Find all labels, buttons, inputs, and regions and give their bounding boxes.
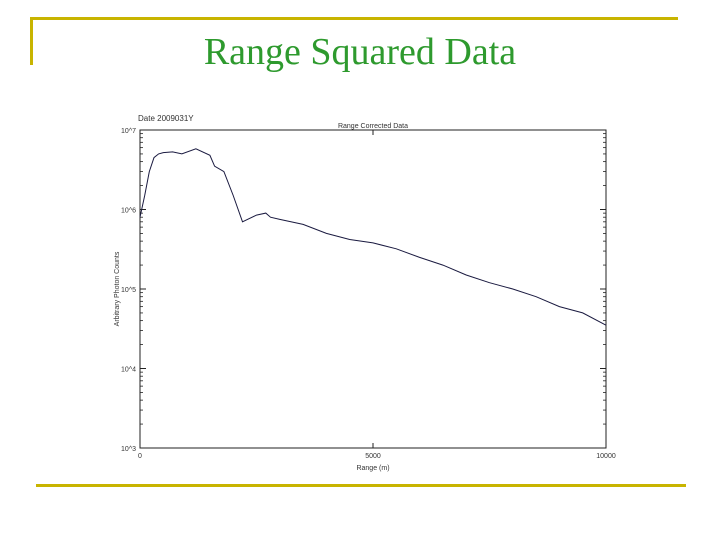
y-axis-label: Arbitrary Photon Counts — [114, 251, 121, 326]
slide-title: Range Squared Data — [203, 31, 517, 73]
bottom-rule — [36, 484, 686, 487]
x-tick-label: 10000 — [596, 453, 616, 460]
plot-frame — [139, 129, 607, 449]
chart-date-label: Date 2009031Y — [138, 114, 194, 123]
left-rule — [30, 17, 33, 65]
y-tick-label: 10^7 — [121, 128, 136, 135]
lidar-chart: Date 2009031Y Range Corrected Data Range… — [105, 108, 617, 473]
y-tick-label: 10^5 — [121, 287, 136, 294]
y-tick-label: 10^3 — [121, 446, 136, 453]
y-tick-label: 10^6 — [121, 208, 136, 215]
axis-ticks: 0 5000 10000 10^3 10^4 10^5 10^6 10^7 — [121, 128, 616, 460]
series-line — [139, 148, 607, 326]
y-tick-label: 10^4 — [121, 367, 136, 374]
chart-canvas: Date 2009031Y Range Corrected Data Range… — [114, 114, 616, 472]
x-axis-label: Range (m) — [356, 465, 389, 472]
x-tick-label: 5000 — [365, 453, 381, 460]
chart-title: Range Corrected Data — [338, 123, 408, 130]
top-rule — [30, 17, 678, 20]
x-tick-label: 0 — [138, 453, 142, 460]
data-series — [139, 148, 607, 326]
